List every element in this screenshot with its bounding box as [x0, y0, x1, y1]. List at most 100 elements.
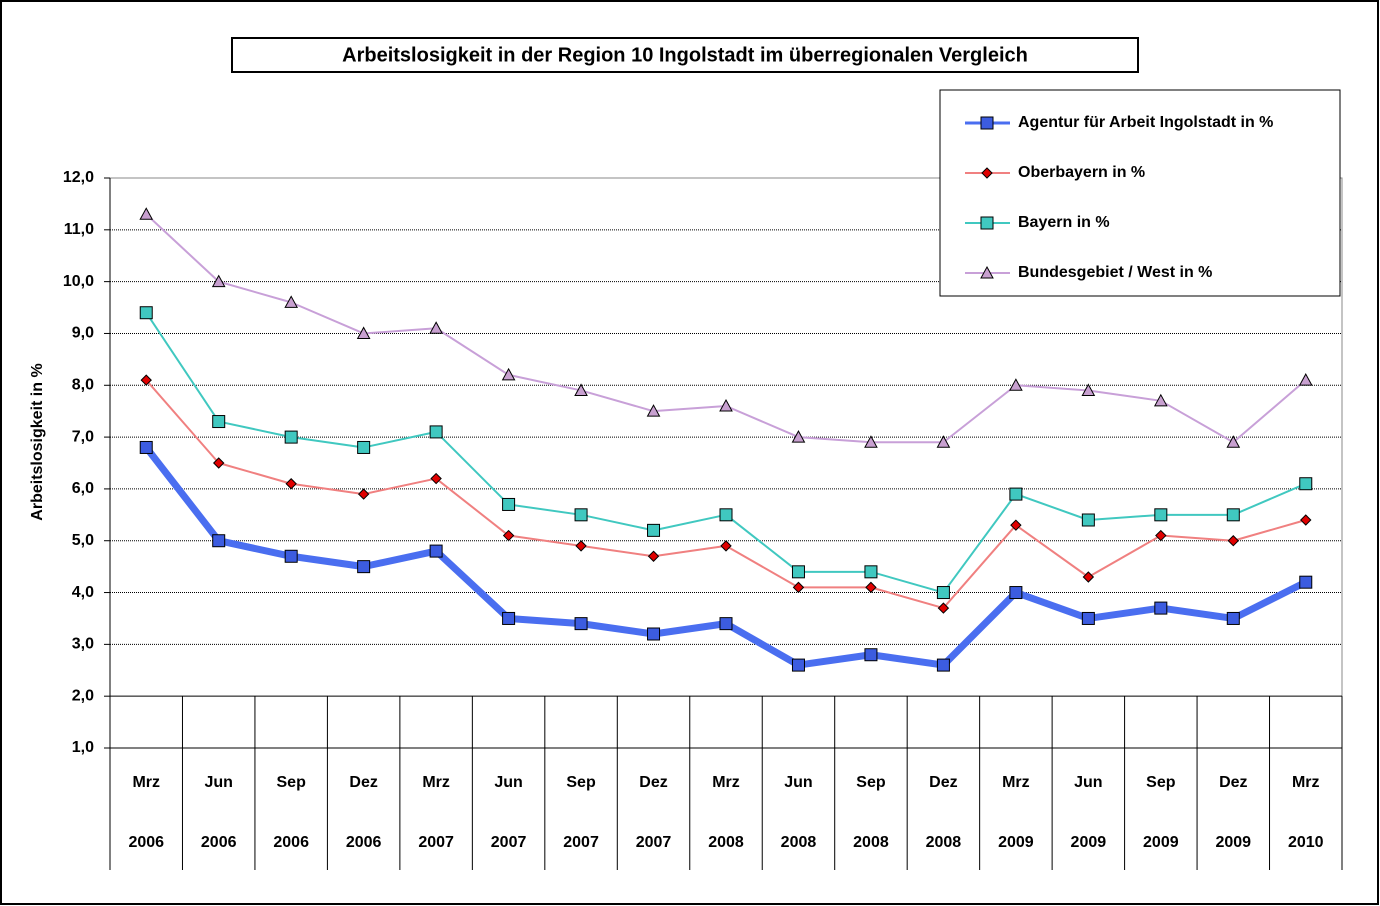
marker	[430, 472, 442, 485]
marker	[1155, 529, 1167, 542]
y-tick-label: 5,0	[72, 532, 94, 549]
x-tick-year: 2008	[853, 834, 889, 851]
marker	[1226, 611, 1240, 625]
marker	[720, 540, 732, 552]
x-tick-year: 2007	[563, 834, 599, 851]
marker	[791, 430, 806, 443]
marker	[791, 565, 805, 579]
marker	[212, 457, 225, 469]
x-tick-year: 2008	[926, 834, 962, 851]
marker	[719, 508, 733, 522]
marker	[284, 295, 299, 308]
marker	[864, 648, 878, 662]
marker	[284, 430, 298, 444]
marker	[502, 611, 516, 625]
y-axis-label: Arbeitslosigkeit in %	[29, 363, 46, 520]
x-tick-year: 2008	[708, 834, 744, 851]
marker	[211, 274, 226, 288]
marker	[1153, 393, 1168, 407]
x-tick-label: Dez	[349, 774, 377, 791]
y-tick-label: 7,0	[72, 428, 94, 445]
marker	[575, 540, 587, 552]
legend-label: Bundesgebiet / West in %	[1018, 264, 1212, 281]
x-tick-label: Sep	[566, 774, 596, 791]
marker	[1298, 373, 1313, 386]
marker	[647, 627, 661, 641]
x-tick-label: Mrz	[132, 774, 160, 791]
chart-title: Arbeitslosigkeit in der Region 10 Ingols…	[342, 44, 1028, 66]
x-tick-year: 2007	[636, 834, 672, 851]
marker	[1081, 513, 1095, 527]
marker	[864, 435, 878, 448]
marker	[647, 523, 661, 537]
marker	[574, 383, 588, 396]
marker	[980, 216, 994, 230]
marker	[1227, 535, 1240, 547]
y-tick-label: 8,0	[72, 376, 94, 393]
x-tick-year: 2008	[781, 834, 817, 851]
x-tick-label: Mrz	[422, 774, 450, 791]
marker	[139, 440, 153, 454]
marker	[429, 321, 443, 334]
marker	[791, 658, 805, 672]
y-tick-label: 2,0	[72, 687, 94, 704]
marker	[1154, 508, 1168, 522]
x-tick-label: Dez	[639, 774, 667, 791]
marker	[1009, 378, 1023, 391]
marker	[429, 544, 443, 558]
marker	[936, 586, 950, 600]
marker	[357, 440, 371, 454]
x-tick-label: Mrz	[1002, 774, 1030, 791]
marker	[502, 529, 515, 542]
x-tick-label: Mrz	[1292, 774, 1320, 791]
x-tick-label: Dez	[929, 774, 957, 791]
x-tick-label: Jun	[1074, 774, 1102, 791]
x-tick-label: Sep	[1146, 774, 1176, 791]
y-tick-label: 1,0	[72, 739, 94, 756]
x-tick-label: Jun	[784, 774, 812, 791]
y-tick-label: 6,0	[72, 480, 94, 497]
x-tick-year: 2006	[273, 834, 309, 851]
marker	[936, 658, 950, 672]
y-tick-label: 9,0	[72, 325, 94, 342]
x-tick-label: Sep	[856, 774, 886, 791]
marker	[212, 415, 226, 429]
marker	[212, 534, 226, 548]
y-tick-label: 3,0	[72, 636, 94, 653]
marker	[1081, 383, 1096, 396]
marker	[647, 550, 660, 562]
marker	[139, 306, 153, 320]
legend-label: Bayern in %	[1018, 214, 1110, 231]
marker	[284, 549, 298, 563]
x-tick-year: 2009	[998, 834, 1034, 851]
marker	[429, 425, 443, 439]
marker	[285, 478, 297, 490]
marker	[980, 116, 994, 130]
x-tick-year: 2007	[491, 834, 527, 851]
marker	[574, 508, 588, 522]
marker	[1299, 477, 1313, 491]
marker	[139, 207, 154, 220]
x-tick-year: 2009	[1071, 834, 1107, 851]
marker	[981, 167, 993, 179]
marker	[1082, 571, 1095, 583]
y-tick-label: 10,0	[63, 273, 94, 290]
marker	[1226, 508, 1240, 522]
marker	[1299, 575, 1313, 589]
x-tick-label: Jun	[494, 774, 522, 791]
marker	[1010, 519, 1022, 531]
marker	[1009, 487, 1023, 501]
marker	[936, 435, 951, 448]
x-tick-year: 2006	[128, 834, 164, 851]
marker	[1300, 514, 1312, 526]
legend-label: Agentur für Arbeit Ingolstadt in %	[1018, 114, 1273, 131]
marker	[1154, 601, 1168, 615]
marker	[574, 617, 588, 631]
marker	[1081, 611, 1095, 625]
y-tick-label: 11,0	[64, 221, 94, 238]
marker	[980, 265, 994, 279]
x-tick-year: 2007	[418, 834, 454, 851]
y-tick-label: 4,0	[72, 584, 94, 601]
x-tick-label: Dez	[1219, 774, 1247, 791]
x-tick-label: Mrz	[712, 774, 740, 791]
